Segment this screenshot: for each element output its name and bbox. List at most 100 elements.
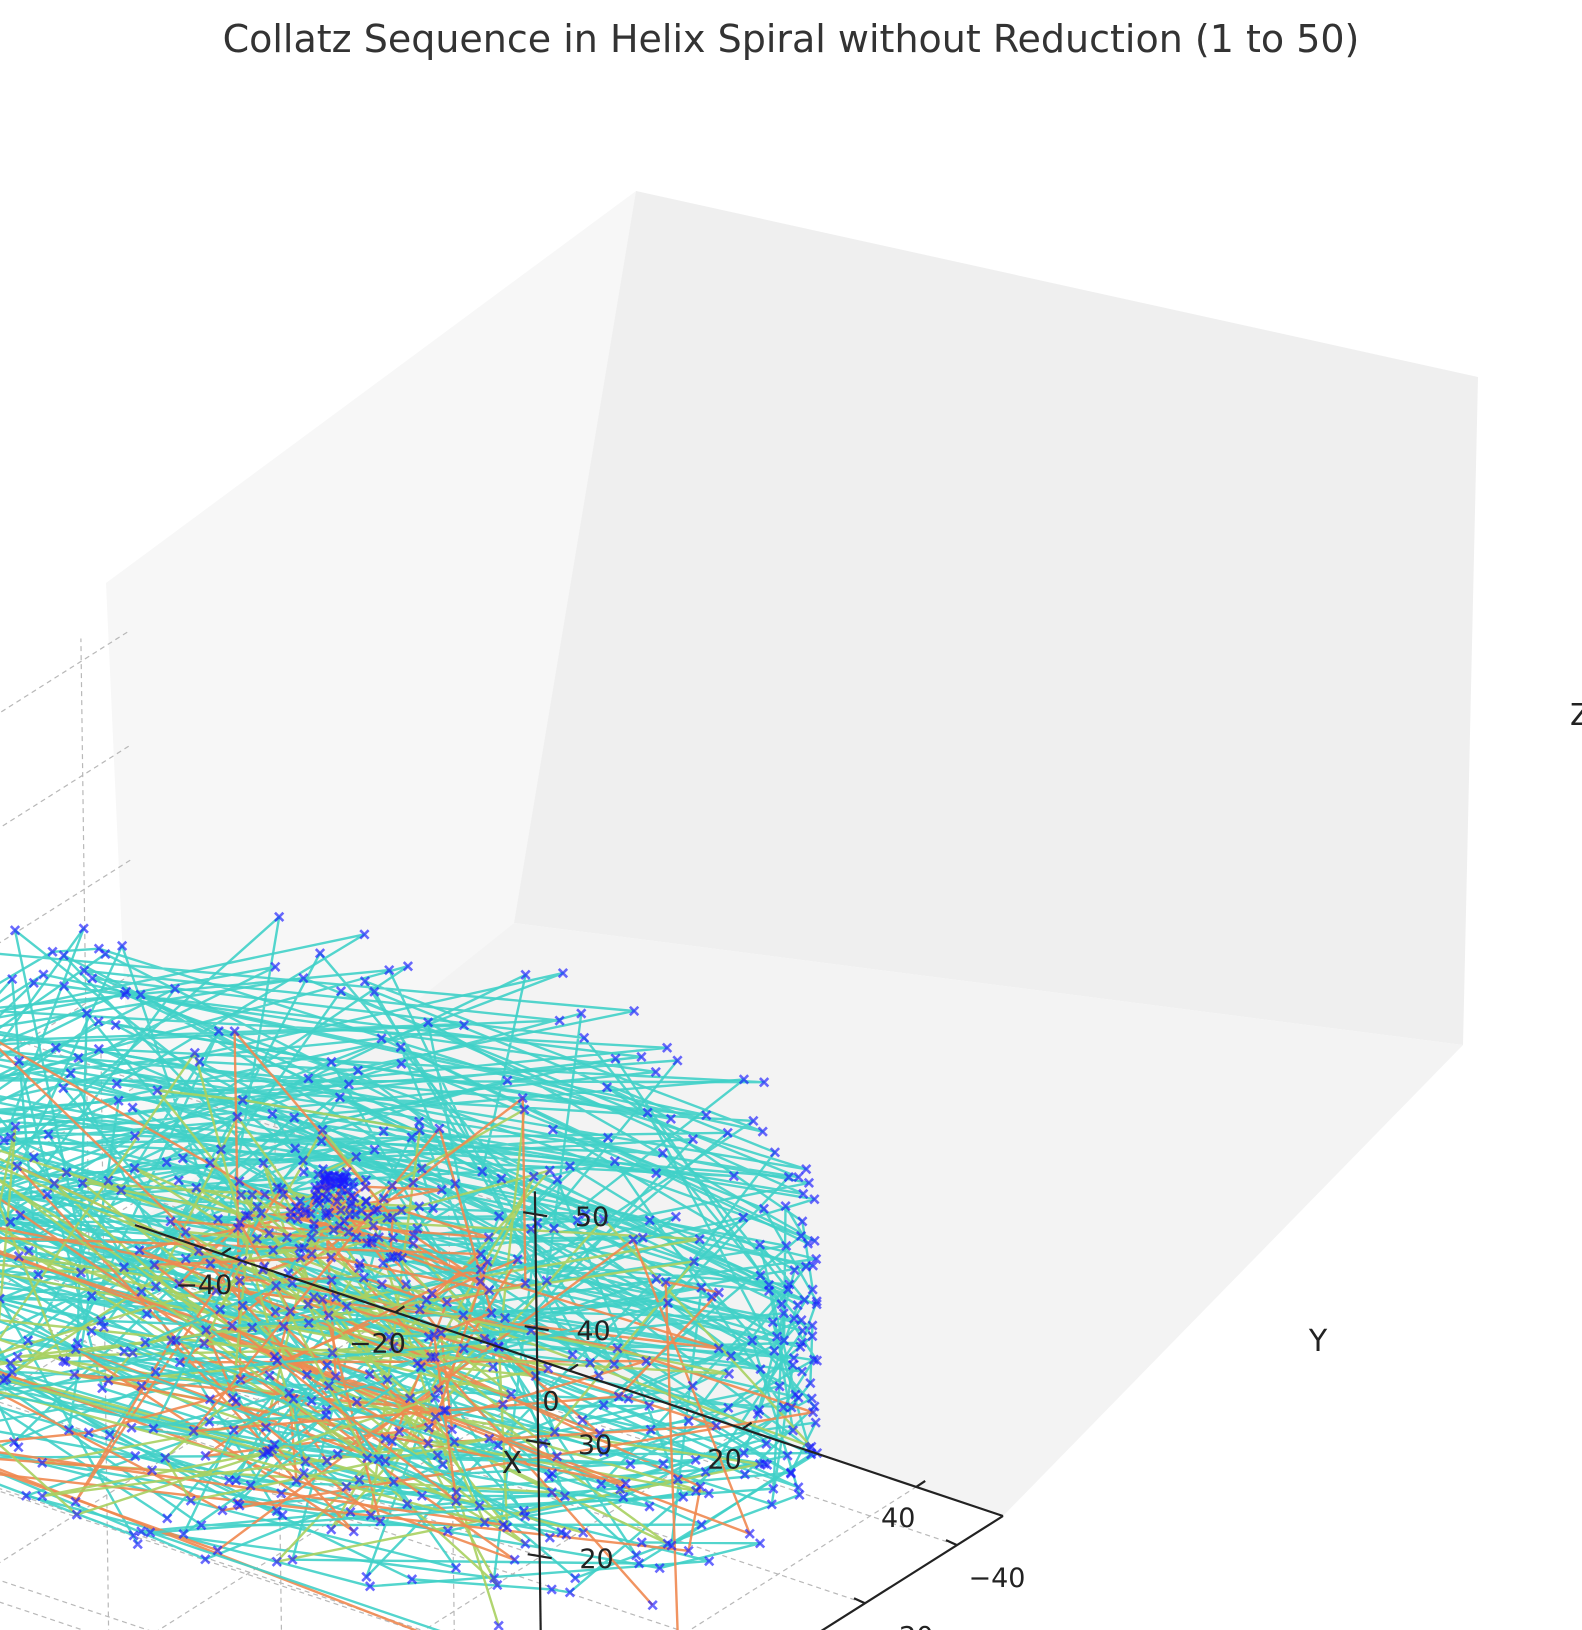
series-marker-n=45-7 bbox=[429, 1329, 440, 1340]
series-marker-n=39-27 bbox=[270, 1306, 281, 1317]
series-marker-n=11-13 bbox=[335, 1205, 346, 1216]
series-marker-n=31-97 bbox=[274, 911, 285, 923]
series-marker-n=41-100 bbox=[557, 967, 569, 979]
series-marker-n=29-16 bbox=[328, 1224, 339, 1236]
series-marker-n=31-62 bbox=[780, 1200, 791, 1212]
series-marker-n=41-102 bbox=[496, 1173, 507, 1184]
series-marker-n=15-0 bbox=[437, 1459, 449, 1470]
series-marker-n=35-5 bbox=[644, 1501, 655, 1512]
series-marker-n=47-96 bbox=[93, 1043, 104, 1055]
series-marker-n=41-33 bbox=[618, 1492, 629, 1503]
series-marker-n=43-19 bbox=[234, 1176, 245, 1187]
series-marker-n=31-74 bbox=[335, 986, 347, 997]
series-marker-n=39-12 bbox=[152, 1085, 163, 1096]
series-marker-n=47-49 bbox=[432, 1450, 443, 1461]
series-marker-n=31-38 bbox=[334, 1092, 346, 1103]
series-marker-n=41-65 bbox=[796, 1314, 807, 1326]
series-marker-n=39-32 bbox=[344, 1209, 355, 1220]
series-marker-n=11-12 bbox=[368, 1220, 379, 1231]
series-marker-n=43-14 bbox=[446, 1424, 458, 1435]
series-marker-n=47-39 bbox=[354, 1474, 365, 1485]
series-marker-n=45-14 bbox=[292, 1214, 303, 1225]
series-marker-n=15-1 bbox=[236, 1189, 247, 1201]
z-tick-2 bbox=[527, 1553, 552, 1560]
series-marker-n=41-52 bbox=[73, 1052, 84, 1063]
series-marker-n=27-57 bbox=[811, 1296, 822, 1307]
series-marker-n=47-95 bbox=[758, 1077, 770, 1088]
series-marker-n=31-61 bbox=[802, 1238, 814, 1249]
series-marker-n=47-33 bbox=[63, 1424, 75, 1436]
series-marker-n=47-17 bbox=[215, 1144, 227, 1155]
series-marker-n=9-8 bbox=[738, 1212, 749, 1223]
grid-z-left-5 bbox=[0, 631, 128, 714]
series-marker-n=47-84 bbox=[801, 1164, 812, 1175]
series-marker-n=29-0 bbox=[430, 1392, 441, 1403]
series-marker-n=7-11 bbox=[330, 1292, 342, 1303]
marker-layer bbox=[0, 911, 823, 1630]
series-marker-n=31-39 bbox=[799, 1294, 810, 1305]
series-marker-n=47-31 bbox=[276, 1488, 287, 1499]
series-marker-n=47-60 bbox=[644, 1400, 655, 1411]
series-marker-n=9-16 bbox=[392, 1250, 403, 1262]
series-marker-n=9-9 bbox=[584, 1357, 596, 1368]
series-line-n=35 bbox=[0, 1182, 785, 1630]
series-marker-n=39-21 bbox=[129, 1162, 140, 1174]
series-marker-n=43-6 bbox=[217, 1505, 228, 1516]
series-marker-n=37-7 bbox=[394, 1426, 405, 1437]
series-marker-n=27-46 bbox=[789, 1265, 800, 1276]
series-marker-n=31-27 bbox=[739, 1469, 751, 1480]
series-marker-n=7-4 bbox=[415, 1361, 427, 1373]
series-marker-n=11-5 bbox=[227, 1392, 238, 1403]
series-marker-n=41-42 bbox=[778, 1402, 789, 1413]
series-marker-n=22-3 bbox=[451, 1487, 462, 1498]
series-marker-n=11-0 bbox=[263, 1446, 275, 1457]
series-marker-n=41-50 bbox=[781, 1240, 792, 1251]
series-marker-n=31-73 bbox=[98, 1321, 109, 1332]
series-marker-n=47-3 bbox=[704, 1556, 715, 1567]
series-marker-n=19-9 bbox=[711, 1420, 722, 1431]
series-marker-n=49-12 bbox=[235, 1374, 246, 1385]
series-marker-n=31-63 bbox=[778, 1335, 790, 1346]
series-marker-n=27-17 bbox=[696, 1519, 707, 1530]
series-marker-n=41-27 bbox=[43, 1129, 54, 1140]
series-marker-n=41-80 bbox=[579, 1032, 590, 1043]
series-marker-n=45-11 bbox=[354, 1258, 366, 1269]
series-marker-n=47-48 bbox=[774, 1381, 785, 1392]
series-marker-n=47-52 bbox=[14, 1055, 25, 1067]
series-marker-n=41-26 bbox=[271, 1506, 282, 1517]
series-marker-n=31-15 bbox=[572, 1215, 583, 1226]
series-marker-n=7-7 bbox=[288, 1393, 299, 1404]
grid-z-left-3 bbox=[0, 859, 131, 944]
series-marker-n=41-36 bbox=[559, 1491, 571, 1502]
series-marker-n=19-19 bbox=[349, 1192, 360, 1204]
series-marker-n=22-13 bbox=[351, 1232, 362, 1243]
series-marker-n=31-80 bbox=[270, 961, 281, 972]
series-marker-n=31-8 bbox=[103, 1175, 114, 1186]
series-marker-n=35-11 bbox=[306, 1232, 317, 1243]
series-marker-n=41-11 bbox=[387, 1180, 398, 1191]
series-marker-n=41-20 bbox=[28, 1152, 40, 1163]
series-marker-n=9-14 bbox=[377, 1257, 389, 1269]
series-marker-n=41-2 bbox=[793, 1392, 804, 1403]
series-marker-n=41-89 bbox=[661, 1042, 673, 1053]
series-marker-n=47-57 bbox=[395, 1042, 406, 1053]
z-tick-label-3: 30 bbox=[578, 1430, 612, 1461]
series-marker-n=31-7 bbox=[570, 1573, 581, 1584]
series-marker-n=47-36 bbox=[784, 1279, 795, 1290]
series-marker-n=37-15 bbox=[343, 1226, 354, 1237]
series-marker-n=41-73 bbox=[701, 1110, 712, 1121]
series-marker-n=19-15 bbox=[358, 1272, 369, 1283]
series-marker-n=35-6 bbox=[140, 1337, 151, 1348]
x-tick-label-3: 20 bbox=[707, 1445, 741, 1476]
series-marker-n=31-34 bbox=[672, 1474, 684, 1485]
series-marker-n=41-86 bbox=[763, 1285, 775, 1296]
x-axis-label: X bbox=[502, 1446, 523, 1481]
z-tick-label-5: 50 bbox=[575, 1202, 609, 1233]
series-marker-n=15-5 bbox=[10, 1121, 21, 1132]
series-marker-n=47-14 bbox=[177, 1153, 189, 1164]
series-marker-n=15-7 bbox=[300, 1456, 311, 1467]
series-marker-n=27-66 bbox=[665, 1113, 677, 1124]
series-marker-n=47-23 bbox=[782, 1450, 793, 1461]
